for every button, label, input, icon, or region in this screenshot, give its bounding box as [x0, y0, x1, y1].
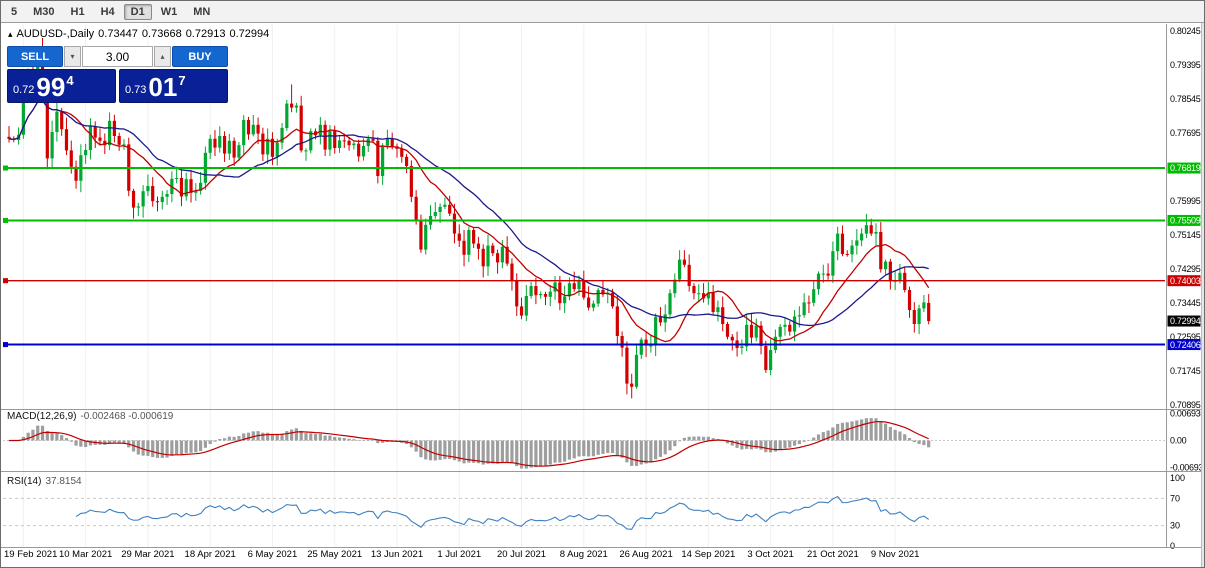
hline-price-tag-text: 0.74003 [1170, 276, 1201, 286]
tf-button-H4[interactable]: H4 [100, 5, 115, 18]
macd-values: -0.002468 -0.000619 [80, 411, 174, 422]
ma-line [8, 99, 929, 327]
buy-price-pip-digit: 7 [178, 73, 186, 88]
price-scale-label: 0.74295 [1170, 264, 1201, 274]
buy-price-panel[interactable]: 0.73 01 7 [119, 69, 228, 103]
price-scale-label: 0.80245 [1170, 26, 1201, 36]
sell-price-big-digits: 99 [36, 72, 66, 102]
tf-button-D1[interactable]: D1 [123, 3, 152, 20]
macd-scale-label: 0.006936 [1170, 409, 1205, 419]
macd-layer [3, 418, 1165, 469]
buy-price-big-digits: 01 [148, 72, 178, 102]
hline-price-tag [1167, 339, 1201, 351]
price-scale-label: 0.79395 [1170, 60, 1201, 70]
x-axis-label: 19 Feb 2021 [4, 549, 57, 560]
x-axis-label: 29 Mar 2021 [121, 549, 174, 560]
hline-left-marker [3, 165, 8, 171]
hline-price-tag [1167, 162, 1201, 174]
buy-price-prefix: 0.73 [125, 84, 147, 96]
chevron-up-icon: ▴ [160, 52, 165, 61]
price-scale-label: 0.75145 [1170, 230, 1201, 240]
sell-price-pip-digit: 4 [66, 73, 74, 88]
sell-price-panel[interactable]: 0.72 99 4 [7, 69, 116, 103]
buy-button[interactable]: BUY [172, 46, 228, 67]
macd-scale-label: 0.00 [1170, 436, 1187, 446]
hline-left-marker [3, 342, 8, 348]
hline-price-tag-text: 0.75509 [1170, 216, 1201, 226]
ohlc-low: 0.72913 [185, 28, 226, 40]
x-axis-label: 9 Nov 2021 [871, 549, 920, 560]
x-axis-label: 26 Aug 2021 [619, 549, 672, 560]
tf-button-M30[interactable]: M30 [33, 5, 55, 18]
rsi-indicator-label: RSI(14) 37.8154 [7, 476, 82, 487]
x-axis-label: 3 Oct 2021 [747, 549, 793, 560]
window-right-edge [1201, 1, 1204, 567]
ohlc-high: 0.73668 [141, 28, 182, 40]
volume-decrease-button[interactable]: ▾ [64, 46, 81, 67]
price-scale-label: 0.70895 [1170, 400, 1201, 410]
price-scale-label: 0.78545 [1170, 94, 1201, 104]
rsi-scale-label: 100 [1170, 473, 1185, 483]
price-scale-label: 0.73445 [1170, 298, 1201, 308]
one-click-quotes-row: 0.72 99 4 0.73 01 7 [7, 69, 228, 103]
hline-left-marker [3, 278, 8, 284]
rsi-name: RSI(14) [7, 476, 42, 487]
chart-header: ▴ AUDUSD-,Daily 0.73447 0.73668 0.72913 0.729… [8, 28, 273, 40]
x-axis-label: 14 Sep 2021 [681, 549, 735, 560]
price-scale-label: 0.77695 [1170, 128, 1201, 138]
macd-scale-label: -0.006936 [1170, 463, 1205, 473]
hline-price-tag [1167, 275, 1201, 287]
chart-symbol-icon: ▴ [8, 29, 13, 39]
chart-symbol-label: AUDUSD-,Daily [16, 28, 95, 40]
current-price-tag-text: 0.72994 [1170, 316, 1201, 326]
x-axis-label: 21 Oct 2021 [807, 549, 859, 560]
chevron-down-icon: ▾ [70, 52, 75, 61]
tf-button-H1[interactable]: H1 [70, 5, 85, 18]
macd-name: MACD(12,26,9) [7, 411, 77, 422]
x-axis-label: 20 Jul 2021 [497, 549, 546, 560]
x-axis-label: 8 Aug 2021 [560, 549, 608, 560]
rsi-scale-label: 70 [1170, 493, 1180, 503]
timeframe-toolbar: 5 M30 H1 H4 D1 W1 MN [1, 1, 1204, 23]
rsi-value: 37.8154 [45, 476, 82, 487]
x-axis-label: 18 Apr 2021 [185, 549, 236, 560]
hline-price-tag-text: 0.72406 [1170, 340, 1201, 350]
x-axis-label: 1 Jul 2021 [437, 549, 481, 560]
rsi-layer [3, 495, 1165, 530]
tf-button-MN[interactable]: MN [193, 5, 211, 18]
one-click-trading-panel: SELL ▾ 3.00 ▴ BUY 0.72 99 4 0.73 01 7 [7, 46, 228, 103]
x-axis-label: 6 May 2021 [248, 549, 298, 560]
macd-indicator-label: MACD(12,26,9) -0.002468 -0.000619 [7, 411, 173, 422]
volume-increase-button[interactable]: ▴ [154, 46, 171, 67]
hline-price-tag [1167, 214, 1201, 226]
ohlc-open: 0.73447 [98, 28, 138, 40]
sell-price-prefix: 0.72 [13, 84, 35, 96]
ma-line [8, 99, 930, 343]
x-axis-label: 13 Jun 2021 [371, 549, 423, 560]
price-scale-label: 0.71745 [1170, 366, 1201, 376]
x-axis-label: 10 Mar 2021 [59, 549, 112, 560]
tf-button-W1[interactable]: W1 [160, 5, 178, 18]
price-scale-label: 0.75995 [1170, 196, 1201, 206]
rsi-scale-label: 30 [1170, 521, 1180, 531]
x-axis-label: 25 May 2021 [307, 549, 362, 560]
volume-input[interactable]: 3.00 [82, 46, 153, 67]
sell-button[interactable]: SELL [7, 46, 63, 67]
current-price-tag [1167, 315, 1201, 327]
hline-price-tag-text: 0.76819 [1170, 163, 1201, 173]
hline-left-marker [3, 217, 8, 223]
ohlc-close: 0.72994 [229, 28, 270, 40]
one-click-controls-row: SELL ▾ 3.00 ▴ BUY [7, 46, 228, 67]
tf-button-5[interactable]: 5 [11, 5, 18, 18]
rsi-scale-label: 0 [1170, 541, 1175, 551]
price-scale-label: 0.72595 [1170, 332, 1201, 342]
